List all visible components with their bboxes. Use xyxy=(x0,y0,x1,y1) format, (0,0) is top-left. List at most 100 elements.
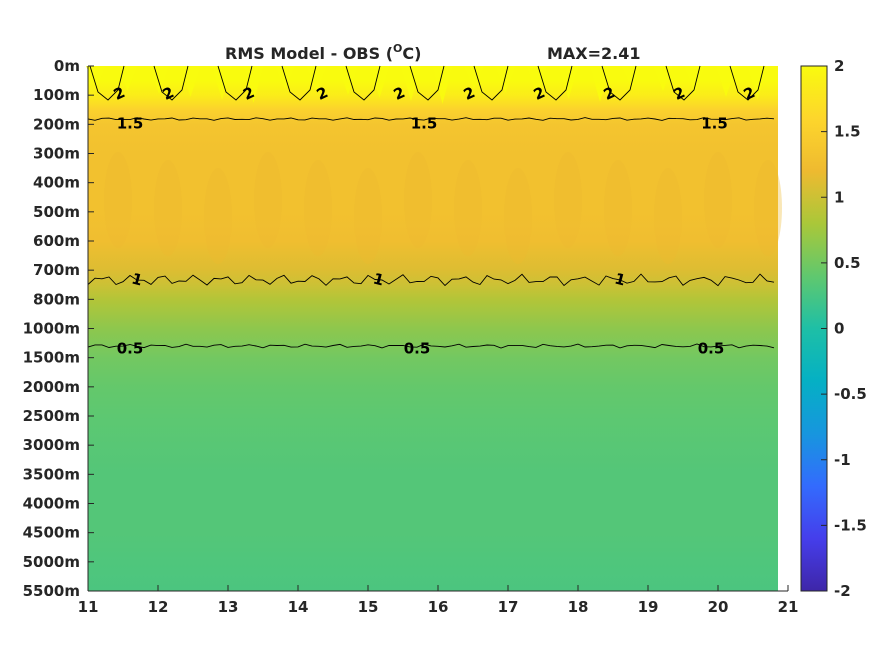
y-tick-label: 4000m xyxy=(23,495,80,513)
mid-band-blob xyxy=(454,160,482,256)
surface-spike xyxy=(306,66,327,92)
x-tick-label: 19 xyxy=(638,598,659,616)
y-tick-label: 1500m xyxy=(23,349,80,367)
contour-label: 1.5 xyxy=(701,115,728,133)
contour-line-2 xyxy=(89,65,125,101)
colorbar-tick-label: 0.5 xyxy=(834,254,861,272)
surface-spike xyxy=(212,66,232,100)
colorbar-tick-label: 2 xyxy=(834,57,844,75)
contour-lines xyxy=(87,65,775,349)
colorbar-ticks: 2 1.5 1 0.5 0 -0.5 -1 -1.5 -2 xyxy=(821,57,867,600)
contour-line-2 xyxy=(537,65,573,101)
y-tick-label: 5500m xyxy=(23,582,80,600)
mid-band-blob xyxy=(504,168,532,264)
surface-spike xyxy=(621,66,642,88)
surface-spike xyxy=(558,66,579,99)
surface-spike xyxy=(747,66,768,100)
surface-spike xyxy=(432,66,453,104)
x-tick-label: 15 xyxy=(358,598,379,616)
contour-line-1.5 xyxy=(87,117,775,121)
x-ticks: 11 12 13 14 15 16 17 18 19 20 21 xyxy=(78,585,799,616)
x-tick-label: 21 xyxy=(778,598,799,616)
contour-line-2 xyxy=(409,65,445,101)
contour-label: 0.5 xyxy=(404,340,431,358)
surface-spike xyxy=(684,66,705,94)
y-ticks: 0m 100m 200m 300m 400m 500m 600m 700m 800m 1000m 1… xyxy=(23,57,94,600)
y-tick-label: 400m xyxy=(33,174,80,192)
surface-spike xyxy=(495,66,516,93)
y-tick-label: 3000m xyxy=(23,436,80,454)
colorbar-tick-label: -1.5 xyxy=(834,516,867,534)
colorbar-tick-label: -0.5 xyxy=(834,385,867,403)
mid-band-blob xyxy=(304,160,332,256)
plot-area: 2 2 2 2 2 2 2 2 2 21.5 1.5 1.51 1 10.5 0.5 0.5 xyxy=(86,65,782,591)
mid-band-blob xyxy=(154,160,182,256)
surface-spike xyxy=(86,66,106,88)
x-tick-label: 14 xyxy=(288,598,309,616)
contour-line-1 xyxy=(87,273,775,287)
x-tick-label: 12 xyxy=(148,598,169,616)
y-tick-label: 0m xyxy=(54,57,80,75)
y-tick-label: 600m xyxy=(33,232,80,250)
surface-spike xyxy=(464,66,484,90)
contour-label: 1.5 xyxy=(117,115,144,133)
mid-band-blob xyxy=(104,152,132,248)
mid-band-blob xyxy=(654,168,682,264)
contour-line-2 xyxy=(473,65,509,101)
surface-spike xyxy=(275,66,295,89)
contour-label: 1.5 xyxy=(411,115,438,133)
axes: 11 12 13 14 15 16 17 18 19 20 21 0m100m200m300m400… xyxy=(23,57,799,616)
y-tick-label: 1000m xyxy=(23,320,80,338)
mid-band-blob xyxy=(204,168,232,264)
colorbar-tick-label: 0 xyxy=(834,320,844,338)
x-tick-label: 13 xyxy=(218,598,239,616)
mid-band-blob xyxy=(354,168,382,264)
y-tick-label: 800m xyxy=(33,290,80,308)
y-tick-label: 300m xyxy=(33,145,80,163)
colorbar-tick-label: -1 xyxy=(834,451,851,469)
colorbar-tick-label: 1 xyxy=(834,188,844,206)
y-tick-label: 2000m xyxy=(23,378,80,396)
contour-label: 1 xyxy=(371,269,386,289)
mid-band-blob xyxy=(704,152,732,248)
contour-line-2 xyxy=(665,65,701,101)
surface-spike xyxy=(401,66,421,101)
y-tick-label: 500m xyxy=(33,203,80,221)
contour-line-2 xyxy=(153,65,189,101)
colorbar-tick-label: -2 xyxy=(834,582,851,600)
max-label: MAX=2.41 xyxy=(547,44,641,63)
surface-spike xyxy=(338,66,358,95)
heatmap-field xyxy=(88,66,778,591)
mid-band-blob xyxy=(604,160,632,256)
contour-line-2 xyxy=(345,65,381,101)
contour-line-2 xyxy=(217,65,253,101)
y-tick-label: 4500m xyxy=(23,524,80,542)
contour-line-2 xyxy=(601,65,637,101)
mid-band-blob xyxy=(554,152,582,248)
surface-spike xyxy=(243,66,264,103)
heatmap-texture xyxy=(86,66,782,264)
chart-title: RMS Model - OBS (OC) xyxy=(225,42,421,63)
mid-band-blob xyxy=(404,152,432,248)
x-tick-label: 11 xyxy=(78,598,99,616)
x-tick-label: 16 xyxy=(428,598,449,616)
x-tick-label: 17 xyxy=(498,598,519,616)
mid-band-blob xyxy=(754,160,782,256)
contour-label: 1 xyxy=(130,269,145,289)
x-tick-label: 20 xyxy=(708,598,729,616)
y-tick-label: 200m xyxy=(33,115,80,133)
contour-label: 1 xyxy=(613,269,628,289)
y-tick-label: 100m xyxy=(33,86,80,104)
colorbar-tick-label: 1.5 xyxy=(834,123,861,141)
y-tick-label: 3500m xyxy=(23,465,80,483)
y-tick-label: 5000m xyxy=(23,553,80,571)
surface-spike xyxy=(527,66,547,96)
surface-spike xyxy=(716,66,736,97)
surface-spike xyxy=(149,66,169,94)
contour-label: 0.5 xyxy=(117,340,144,358)
mid-band-blob xyxy=(254,152,282,248)
contour-line-0.5 xyxy=(87,343,775,349)
contour-line-2 xyxy=(281,65,317,101)
y-tick-label: 2500m xyxy=(23,407,80,425)
